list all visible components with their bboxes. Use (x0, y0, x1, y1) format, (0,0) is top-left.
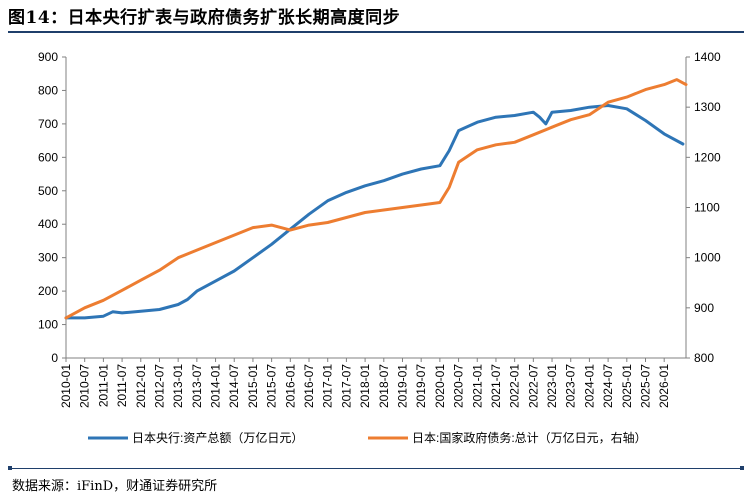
x-tick-label: 2015-07 (265, 364, 279, 408)
x-tick-label: 2017-01 (321, 364, 335, 408)
axes: 0 100 200 300 400 500 600 700 800 900 800 900 1000 11… (38, 50, 721, 408)
x-tick-label: 2018-01 (358, 364, 372, 408)
x-tick-label: 2013-07 (190, 364, 204, 408)
x-tick-label: 2024-07 (601, 364, 615, 408)
y-tick-label-left: 600 (38, 150, 58, 164)
line-chart: 0 100 200 300 400 500 600 700 800 900 800 900 1000 11… (38, 50, 721, 445)
x-tick-label: 2013-01 (171, 364, 185, 408)
x-tick-label: 2025-01 (620, 364, 634, 408)
x-tick-label: 2019-07 (414, 364, 428, 408)
x-tick-label: 2020-01 (433, 364, 447, 408)
x-tick-label: 2015-01 (246, 364, 260, 408)
title-rule (8, 31, 744, 33)
y-tick-label-right: 1100 (694, 201, 720, 215)
y-tick-label-left: 700 (38, 117, 58, 131)
legend-label-2: 日本:国家政府债务:总计（万亿日元，右轴） (412, 430, 647, 445)
x-tick-label: 2014-01 (209, 364, 223, 408)
x-tick-label: 2026-01 (657, 364, 671, 408)
x-tick-label: 2018-07 (377, 364, 391, 408)
y-tick-label-right: 900 (694, 301, 714, 315)
x-tick-label: 2019-01 (395, 364, 409, 408)
x-tick-label: 2022-01 (508, 364, 522, 408)
x-tick-label: 2024-01 (582, 364, 596, 408)
x-tick-label: 2016-01 (283, 364, 297, 408)
y-tick-label-right: 1400 (694, 50, 721, 64)
x-tick-label: 2021-07 (489, 364, 503, 408)
x-tick-label: 2014-07 (227, 364, 241, 408)
x-tick-label: 2021-01 (470, 364, 484, 408)
y-tick-label-left: 100 (38, 318, 58, 332)
chart-title: 图14：日本央行扩表与政府债务扩张长期高度同步 (8, 8, 401, 28)
y-tick-label-left: 800 (38, 83, 58, 97)
y-tick-label-left: 0 (51, 351, 58, 365)
x-tick-label: 2012-07 (152, 364, 166, 408)
source-note: 数据来源：iFinD，财通证券研究所 (12, 479, 218, 494)
y-tick-label-left: 500 (38, 184, 58, 198)
x-tick-label: 2020-07 (452, 364, 466, 408)
x-tick-label: 2011-07 (115, 364, 129, 407)
x-tick-label: 2010-07 (78, 364, 92, 408)
footer-rule-dot-right (740, 466, 744, 470)
y-tick-label-left: 300 (38, 251, 58, 265)
x-tick-label: 2025-07 (638, 364, 652, 408)
x-tick-label: 2023-07 (564, 364, 578, 408)
y-tick-label-right: 1000 (694, 251, 721, 265)
x-tick-label: 2017-07 (339, 364, 353, 408)
x-tick-label: 2022-07 (526, 364, 540, 408)
series-line-1 (64, 104, 685, 320)
legend-label-1: 日本央行:资产总额（万亿日元） (132, 430, 303, 445)
legend: 日本央行:资产总额（万亿日元） 日本:国家政府债务:总计（万亿日元，右轴） (88, 430, 647, 445)
footer-rule-dot-left (8, 466, 12, 470)
y-tick-label-right: 1200 (694, 150, 721, 164)
x-tick-label: 2011-01 (96, 364, 110, 407)
series-line-2 (64, 78, 688, 320)
x-tick-label: 2016-07 (302, 364, 316, 408)
x-tick-label: 2010-01 (59, 364, 73, 408)
y-tick-label-right: 1300 (694, 100, 721, 114)
x-tick-label: 2023-01 (545, 364, 559, 408)
y-tick-label-right: 800 (694, 351, 714, 365)
y-tick-label-left: 400 (38, 217, 58, 231)
footer-rule (8, 468, 744, 469)
series-group (64, 78, 688, 320)
x-tick-label: 2012-01 (134, 364, 148, 408)
y-tick-label-left: 200 (38, 284, 58, 298)
y-tick-label-left: 900 (38, 50, 58, 64)
